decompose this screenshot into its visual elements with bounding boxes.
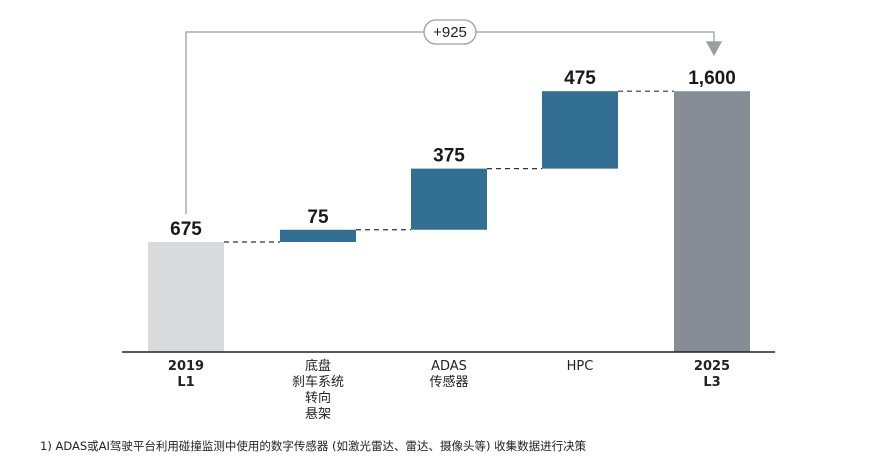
delta-label: +925 <box>433 24 467 41</box>
tick-line-1-1: 刹车系统 <box>292 374 344 390</box>
tick-line-1-0: 底盘 <box>305 358 331 374</box>
tick-label-1: 底盘刹车系统转向悬架 <box>292 358 344 422</box>
value-label-0: 675 <box>170 219 202 240</box>
bar-2 <box>411 168 487 230</box>
value-label-1: 75 <box>307 207 329 228</box>
x-axis-ticks: 2019 L1 底盘刹车系统转向悬架 ADAS 传感器 HPC 2025 L3 <box>168 358 730 422</box>
tick-line-4-1: L3 <box>703 375 720 390</box>
bars-layer <box>148 91 750 352</box>
tick-line-0-1: L1 <box>177 375 194 390</box>
bar-0 <box>148 241 224 352</box>
delta-annotation: +925 <box>185 19 722 214</box>
bar-1 <box>280 229 356 242</box>
tick-label-3: HPC <box>567 359 594 374</box>
tick-label-4: 2025 L3 <box>694 359 730 390</box>
bar-4 <box>674 91 750 352</box>
tick-label-0: 2019 L1 <box>168 359 204 390</box>
tick-line-1-2: 转向 <box>305 390 331 406</box>
value-label-3: 475 <box>564 68 596 89</box>
delta-badge <box>423 19 477 45</box>
tick-line-0-0: 2019 <box>168 359 204 374</box>
delta-arrow-head <box>706 41 722 57</box>
tick-label-2: ADAS 传感器 <box>429 359 468 390</box>
tick-line-4-0: 2025 <box>694 359 730 374</box>
tick-line-2-1: 传感器 <box>429 374 468 390</box>
bar-value-labels: 675 75 375 475 1,600 <box>170 68 736 240</box>
tick-line-1-3: 悬架 <box>305 407 331 422</box>
value-label-2: 375 <box>433 146 465 167</box>
value-label-4: 1,600 <box>688 68 736 89</box>
connectors-layer <box>224 90 674 243</box>
tick-line-3-0: HPC <box>567 359 594 374</box>
tick-line-2-0: ADAS <box>431 359 467 374</box>
bar-3 <box>542 91 618 169</box>
footnote: 1) ADAS或AI驾驶平台利用碰撞监测中使用的数字传感器 (如激光雷达、雷达、… <box>40 439 587 453</box>
